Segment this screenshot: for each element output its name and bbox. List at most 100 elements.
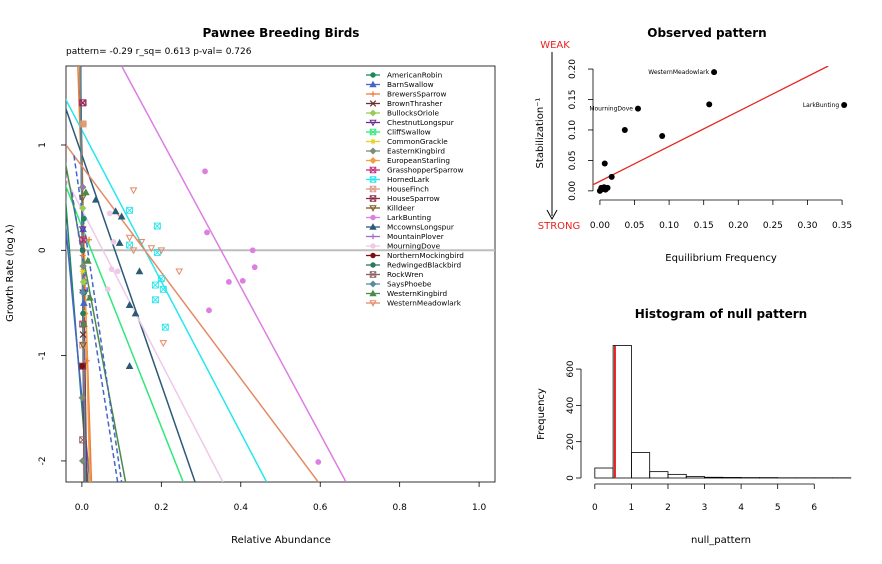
histogram-x-axis-label: null_pattern (691, 535, 751, 546)
data-point-AmericanRobin (80, 215, 87, 222)
legend-marker-BullocksOriole (369, 109, 377, 117)
data-point-BullocksOriole (78, 204, 87, 212)
legend-marker-GrasshopperSparrow (369, 166, 377, 174)
data-point-CommonGrackle (79, 268, 86, 275)
data-point-EasternKingbird (79, 262, 87, 270)
main-x-axis: 0.0 0.2 0.4 0.6 0.8 1.0 (75, 482, 487, 513)
observed-y-tick-label: 0.10 (568, 120, 578, 140)
data-point-EasternKingbird (78, 457, 87, 465)
observed-pattern-panel: Observed pattern WEAK STRONG 0.00 0.05 0.1… (535, 26, 852, 264)
data-point-HornedLark (151, 296, 159, 304)
data-point-SaysPhoebe (78, 288, 87, 297)
data-point-NorthernMockingbird (79, 363, 86, 370)
histogram-y-tick-label: 200 (566, 433, 576, 450)
data-point-HornedLark (126, 241, 134, 249)
data-point-LarkBunting (315, 459, 322, 465)
legend-marker-BrownThrasher (369, 100, 377, 107)
x-tick-label: 0.6 (313, 503, 328, 513)
legend-label-HouseSparrow: HouseSparrow (387, 194, 440, 203)
observed-y-axis-label: Stabilization⁻¹ (535, 98, 546, 169)
histogram-y-tick-label: 400 (566, 397, 576, 414)
data-point-LarkBunting (204, 229, 210, 236)
observed-point (608, 173, 615, 180)
data-point-WesternMeadowlark (147, 245, 156, 253)
observed-y-tick-label: 0.15 (568, 89, 578, 109)
observed-annotation: MourningDove (589, 106, 633, 113)
histogram-y-axis-label: Frequency (536, 388, 547, 440)
data-point-HornedLark (126, 206, 134, 214)
data-point-MourningDove (104, 286, 111, 293)
legend-label-BrownThrasher: BrownThrasher (387, 99, 442, 108)
histogram-y-tick-label: 600 (566, 360, 576, 377)
main-scatter-panel: Pawnee Breeding Birds pattern= -0.29 r_s… (5, 26, 496, 546)
data-point-MccownsLongspur (117, 212, 126, 220)
histogram-bar (594, 467, 614, 479)
fit-line-WesternMeadowlark (66, 144, 319, 482)
legend-marker-SaysPhoebe (369, 280, 377, 288)
x-tick-label: 0.2 (154, 503, 168, 513)
legend-label-GrasshopperSparrow: GrasshopperSparrow (387, 166, 463, 175)
data-point-WesternMeadowlark (125, 234, 134, 242)
legend-label-BrewersSparrow: BrewersSparrow (387, 90, 447, 99)
observed-point (841, 101, 848, 108)
main-chart-title: Pawnee Breeding Birds (203, 26, 360, 40)
data-point-BrewersSparrow (83, 357, 90, 364)
legend-marker-MourningDove (370, 243, 376, 249)
histogram-x-tick-label: 2 (665, 503, 671, 513)
legend-label-MccownsLongspur: MccownsLongspur (387, 223, 454, 232)
main-y-axis: -2 -1 0 1 (38, 142, 66, 465)
legend-marker-BrewersSparrow (370, 91, 376, 97)
observed-annotation: WesternMeadowlark (648, 69, 709, 76)
data-point-WesternMeadowlark (129, 187, 138, 195)
data-point-HouseSparrow (79, 99, 87, 107)
legend-marker-HornedLark (369, 176, 377, 183)
x-tick-label: 0.4 (234, 503, 249, 513)
data-point-Killdeer (79, 342, 87, 350)
data-point-LarkBunting (251, 264, 258, 271)
dashed-fit-line-1 (71, 192, 119, 482)
fit-line-LarkBunting (120, 66, 347, 482)
histogram-x-tick-label: 3 (702, 503, 708, 513)
observed-point (711, 69, 718, 76)
stabilization-arrow-head (546, 209, 558, 221)
data-point-WesternMeadowlark (159, 340, 168, 348)
legend-label-MountainPlover: MountainPlover (387, 232, 444, 241)
data-point-MountainPlover (79, 184, 86, 191)
histogram-x-tick-label: 6 (811, 503, 817, 513)
data-point-EasternKingbird (78, 394, 86, 402)
histogram-x-tick-label: 5 (775, 503, 781, 513)
observed-fit-layer (593, 66, 829, 186)
x-tick-label: 1.0 (472, 503, 487, 513)
data-point-HornedLark (151, 281, 159, 289)
y-tick-label: -1 (38, 351, 48, 360)
legend-marker-ChestnutLongspur (369, 119, 377, 127)
legend-marker-CliffSwallow (369, 128, 377, 136)
legend-marker-HouseFinch (369, 185, 377, 193)
data-point-ChestnutLongspur (78, 226, 87, 234)
observed-x-axis-label: Equilibrium Frequency (665, 253, 777, 264)
histogram-bar (667, 473, 687, 479)
data-point-WesternMeadowlark (157, 247, 166, 255)
data-point-RedwingedBlackbird (80, 310, 86, 317)
observed-x-tick-label: 0.15 (694, 221, 714, 231)
observed-y-tick-label: 0.05 (568, 150, 578, 170)
observed-axes: 0.00 0.05 0.10 0.15 0.20 0.25 0.30 0.35 0.00 0.05… (568, 59, 852, 231)
legend-label-RedwingedBlackbird: RedwingedBlackbird (387, 261, 461, 270)
data-point-HornedLark (159, 285, 167, 293)
legend-label-HornedLark: HornedLark (387, 175, 430, 184)
data-point-MourningDove (114, 268, 121, 275)
observed-x-tick-label: 0.20 (728, 221, 748, 231)
data-point-BrewersSparrow (79, 252, 86, 259)
main-chart-subtitle: pattern= -0.29 r_sq= 0.613 p-val= 0.726 (66, 47, 252, 57)
histogram-bar (685, 476, 705, 479)
data-point-MccownsLongspur (111, 207, 120, 215)
data-point-HornedLark (157, 275, 165, 283)
strong-label: STRONG (538, 221, 581, 232)
data-point-LarkBunting (239, 277, 246, 284)
main-plot-frame (65, 65, 496, 483)
data-point-WesternKingbird (83, 256, 92, 264)
fit-line-CliffSwallow (66, 184, 184, 482)
observed-x-tick-label: 0.35 (832, 221, 852, 231)
observed-x-tick-label: 0.30 (797, 221, 817, 231)
legend-marker-HouseSparrow (369, 195, 377, 202)
